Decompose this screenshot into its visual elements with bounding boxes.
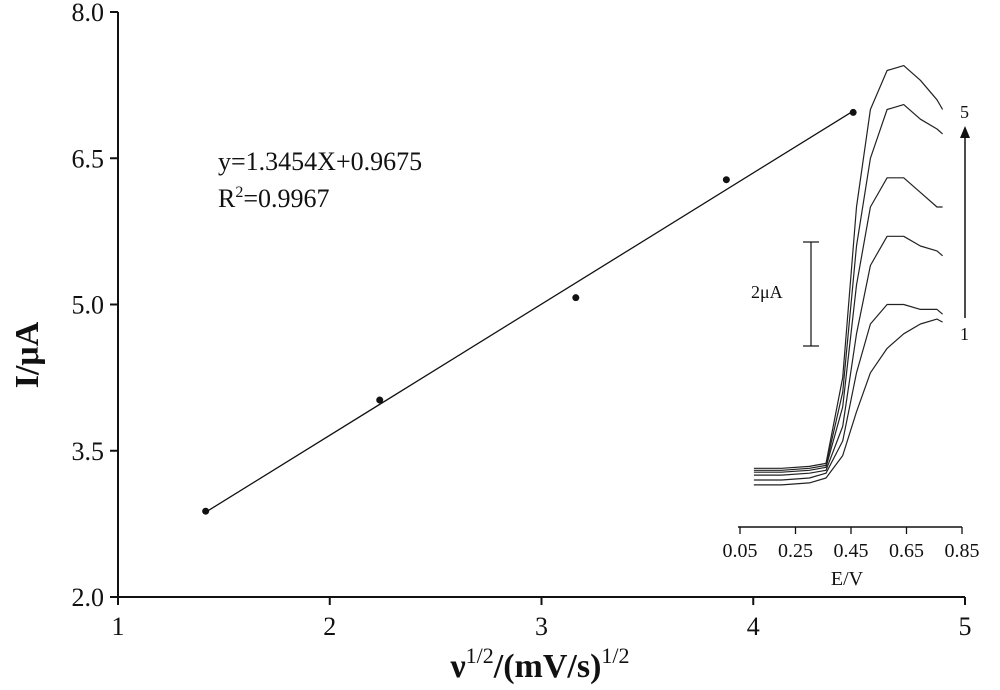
inset-ticks: 0.05 0.25 0.45 0.65 0.85 (723, 527, 980, 562)
inset-curve (753, 235, 943, 476)
y-tick-label: 3.5 (72, 437, 105, 466)
inset-x-tick-label: 0.45 (834, 540, 869, 562)
x-tick-label: 2 (323, 612, 336, 641)
y-axis-label: I/μA (9, 321, 46, 388)
inset-x-tick-label: 0.25 (778, 540, 813, 562)
inset-curve (753, 318, 943, 486)
inset-curve (753, 65, 944, 469)
fit-line (205, 110, 854, 513)
inset-x-tick-label: 0.65 (889, 540, 924, 562)
data-point (376, 396, 384, 404)
x-axis-label-exp1: 1/2 (466, 643, 494, 668)
x-tick-label: 5 (959, 612, 972, 641)
x-axis-label-base: ν (449, 648, 465, 685)
inset-curve (753, 104, 943, 471)
x-axis-label-mid: /(mV/s) (493, 648, 602, 685)
y-tick-label: 6.5 (72, 144, 105, 173)
inset-x-axis-label: E/V (831, 568, 864, 590)
data-point (722, 176, 730, 184)
inset-x-tick-label: 0.05 (723, 540, 758, 562)
r-squared: R2=0.9967 (218, 184, 330, 213)
curve-label-last: 5 (960, 102, 969, 122)
x-axis-label: ν1/2/(mV/s)1/2 (449, 643, 629, 685)
fit-equation: y=1.3454X+0.9675 (218, 147, 422, 176)
scale-bar (803, 241, 819, 347)
fit-line-group (205, 110, 854, 513)
x-ticks: 1 2 3 4 5 (112, 597, 972, 641)
x-axis-label-exp2: 1/2 (601, 643, 629, 668)
inset-x-tick-label: 0.85 (945, 540, 980, 562)
inset-curves (753, 65, 944, 486)
curve-label-first: 1 (960, 324, 969, 344)
x-tick-label: 3 (535, 612, 548, 641)
inset-chart: 0.05 0.25 0.45 0.65 0.85 E/V 2μA 5 1 (723, 65, 980, 590)
y-tick-label: 8.0 (72, 0, 105, 27)
direction-arrow (960, 126, 970, 318)
r-squared-value: =0.9967 (243, 184, 329, 213)
y-ticks: 2.0 3.5 5.0 6.5 8.0 (72, 0, 118, 612)
y-tick-label: 5.0 (72, 291, 105, 320)
r-squared-prefix: R (218, 184, 236, 213)
data-point (849, 108, 857, 116)
x-tick-label: 4 (747, 612, 760, 641)
r-squared-exp: 2 (235, 184, 243, 201)
data-points (202, 108, 857, 515)
data-point (202, 507, 210, 515)
inset-curve (753, 177, 943, 473)
scale-bar-label: 2μA (751, 282, 783, 302)
data-point (572, 294, 580, 302)
inset-curve (753, 303, 943, 481)
x-tick-label: 1 (112, 612, 125, 641)
direction-arrow-head (960, 126, 970, 138)
y-tick-label: 2.0 (72, 583, 105, 612)
